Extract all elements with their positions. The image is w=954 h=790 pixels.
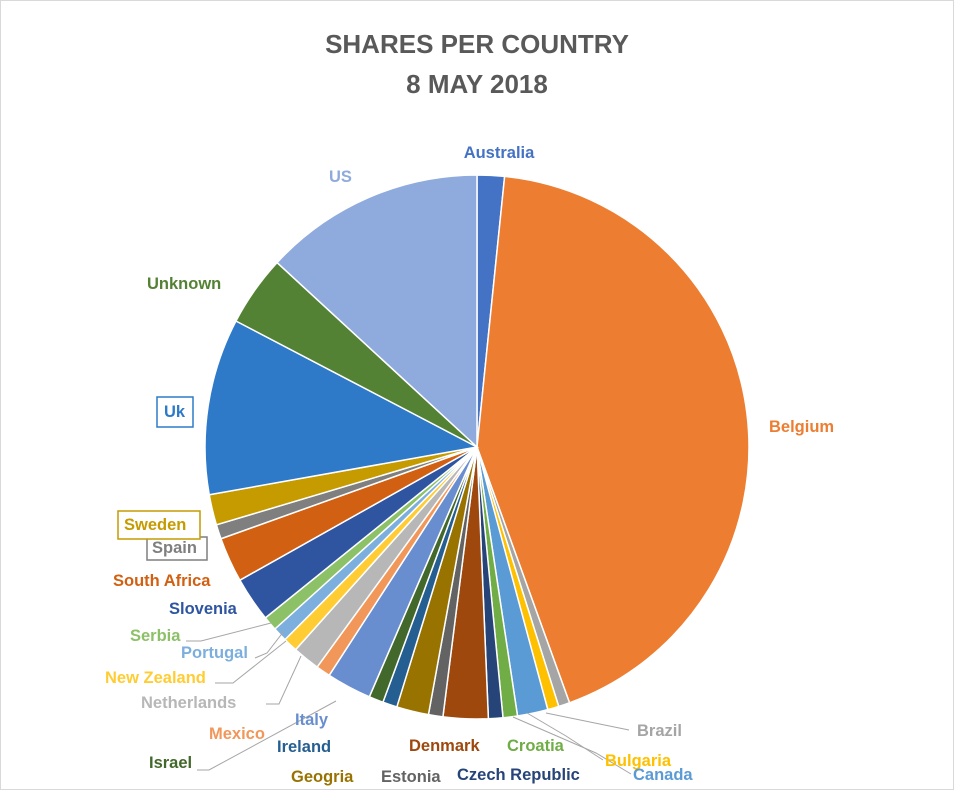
data-label-canada: Canada — [633, 766, 693, 784]
data-label-netherlands: Netherlands — [141, 694, 236, 712]
data-label-sweden: Sweden — [124, 516, 186, 534]
data-label-belgium: Belgium — [769, 418, 834, 436]
data-label-unknown: Unknown — [147, 275, 221, 293]
chart-subtitle: 8 MAY 2018 — [406, 69, 548, 99]
leader-line-israel — [197, 700, 337, 771]
data-label-denmark: Denmark — [409, 737, 480, 755]
data-label-south-africa: South Africa — [113, 572, 211, 590]
leader-line-new-zealand — [215, 640, 287, 684]
data-label-slovenia: Slovenia — [169, 600, 238, 618]
data-label-ireland: Ireland — [277, 738, 331, 756]
data-label-uk: Uk — [164, 403, 186, 421]
data-label-portugal: Portugal — [181, 644, 248, 662]
leader-line-bulgaria — [526, 712, 604, 761]
data-label-new-zealand: New Zealand — [105, 669, 206, 687]
leader-line-portugal — [254, 630, 285, 659]
data-label-geogria: Geogria — [291, 768, 354, 786]
data-label-brazil: Brazil — [637, 722, 682, 740]
data-label-italy: Italy — [295, 711, 329, 729]
leader-line-brazil — [545, 712, 630, 731]
data-label-bulgaria: Bulgaria — [605, 752, 672, 770]
label-box-uk — [156, 396, 194, 428]
data-label-australia: Australia — [464, 144, 535, 162]
slice-uk — [204, 319, 480, 496]
chart-title: SHARES PER COUNTRY — [325, 29, 629, 59]
slice-us — [275, 174, 478, 449]
leader-line-canada — [512, 716, 632, 775]
label-box-sweden — [117, 510, 201, 540]
leader-line-netherlands — [266, 655, 302, 705]
data-label-serbia: Serbia — [130, 627, 181, 645]
slice-belgium — [476, 175, 750, 704]
data-label-croatia: Croatia — [507, 737, 565, 755]
data-label-us: US — [329, 168, 352, 186]
data-label-spain: Spain — [152, 539, 197, 557]
data-label-mexico: Mexico — [209, 725, 265, 743]
data-label-israel: Israel — [149, 754, 192, 772]
leader-lines — [186, 622, 632, 775]
data-label-estonia: Estonia — [381, 768, 441, 786]
data-label-czech-republic: Czech Republic — [457, 766, 580, 784]
pie-slices — [204, 174, 750, 720]
leader-line-serbia — [186, 622, 272, 642]
